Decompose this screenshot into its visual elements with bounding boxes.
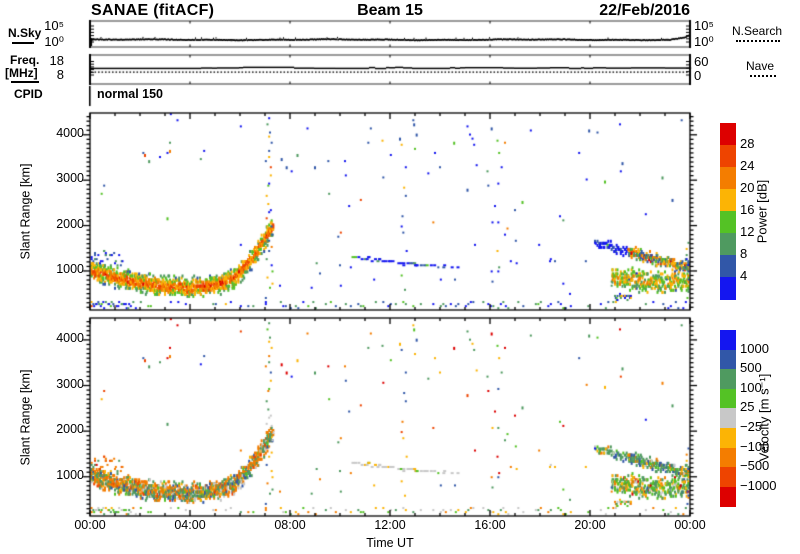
velocity-ytick-label: 3000 (56, 376, 84, 391)
velocity-colorbar-label: −500 (740, 458, 770, 474)
slant-range-label-velocity: Slant Range [km] (18, 369, 33, 466)
noise-ytick-bottom-right: 10⁰ (694, 34, 714, 49)
x-tick-label: 00:00 (674, 518, 706, 532)
noise-ytick-bottom-left: 10⁰ (44, 34, 64, 49)
velocity-colorbar-label: −25 (740, 419, 763, 434)
power-colorbar-label: 20 (740, 180, 755, 195)
x-tick-label: 12:00 (374, 518, 406, 532)
velocity-ytick-label: 2000 (56, 422, 84, 437)
nave-dotted-line-key (750, 75, 776, 77)
velocity-colorbar-label: 25 (740, 399, 755, 415)
power-colorbar-label: 28 (740, 136, 755, 151)
freq-ytick-top: 18 (49, 53, 64, 68)
nsearch-dotted-line-key (736, 40, 780, 42)
velocity-colorbar-segment (720, 330, 736, 351)
power-colorbar-label: 24 (740, 158, 755, 173)
velocity-colorbar-segment (720, 447, 736, 468)
noise-ytick-top-right: 10⁵ (694, 18, 714, 33)
velocity-colorbar-segment (720, 486, 736, 507)
power-colorbar-label: 4 (740, 268, 748, 283)
velocity-colorbar-segment (720, 408, 736, 429)
x-tick-label: 00:00 (74, 518, 106, 532)
nsky-solid-line-key (12, 42, 34, 44)
nsearch-label: N.Search (732, 24, 783, 38)
power-colorbar-label: 8 (740, 246, 748, 261)
velocity-colorbar-segment (720, 369, 736, 390)
cpid-label: CPID (14, 87, 43, 101)
freq-solid-line-key (11, 81, 39, 83)
power-colorbar-segment (720, 233, 736, 256)
velocity-colorbar-label: −1000 (740, 477, 777, 493)
x-tick-label: 20:00 (574, 518, 606, 532)
freq-label: Freq. (10, 53, 40, 67)
velocity-colorbar-label: 500 (740, 360, 762, 376)
power-ytick-label: 3000 (56, 171, 84, 186)
nave-ytick-top: 60 (694, 54, 709, 69)
power-colorbar-segment (720, 123, 736, 146)
cpid-value: normal 150 (97, 87, 164, 101)
x-tick-label: 16:00 (474, 518, 506, 532)
freq-ytick-bottom: 8 (56, 67, 64, 82)
power-colorbar-segment (720, 167, 736, 190)
x-tick-label: 04:00 (174, 518, 206, 532)
freq-units-label: [MHz] (5, 66, 38, 80)
slant-range-label-power: Slant Range [km] (18, 163, 33, 260)
velocity-colorbar-label: −100 (740, 438, 770, 454)
time-axis-label: Time UT (366, 536, 414, 550)
nave-label: Nave (746, 59, 775, 73)
station-title: SANAE (fitACF) (91, 2, 215, 19)
date-title: 22/Feb/2016 (599, 2, 690, 19)
velocity-colorbar-segment (720, 467, 736, 488)
velocity-colorbar-label: 100 (740, 379, 762, 395)
velocity-ytick-label: 1000 (56, 467, 84, 482)
velocity-colorbar-label: 1000 (740, 340, 769, 356)
velocity-colorbar-segment (720, 388, 736, 409)
power-colorbar-label: 12 (740, 224, 755, 239)
power-colorbar-segment (720, 189, 736, 212)
noise-ytick-top-left: 10⁵ (44, 18, 64, 33)
power-colorbar-label: 16 (740, 202, 755, 217)
power-ytick-label: 1000 (56, 262, 84, 276)
velocity-colorbar-segment (720, 349, 736, 370)
nsky-label: N.Sky (8, 26, 42, 40)
power-colorbar-segment (720, 277, 736, 300)
power-colorbar-segment (720, 145, 736, 168)
x-tick-label: 08:00 (274, 518, 306, 532)
power-colorbar-segment (720, 255, 736, 278)
nave-ytick-bottom: 0 (694, 68, 702, 83)
power-colorbar-segment (720, 211, 736, 234)
velocity-ytick-label: 4000 (56, 330, 84, 345)
power-ytick-label: 2000 (56, 216, 84, 231)
power-ytick-label: 4000 (56, 125, 84, 140)
velocity-colorbar-segment (720, 428, 736, 449)
beam-title: Beam 15 (357, 2, 423, 19)
